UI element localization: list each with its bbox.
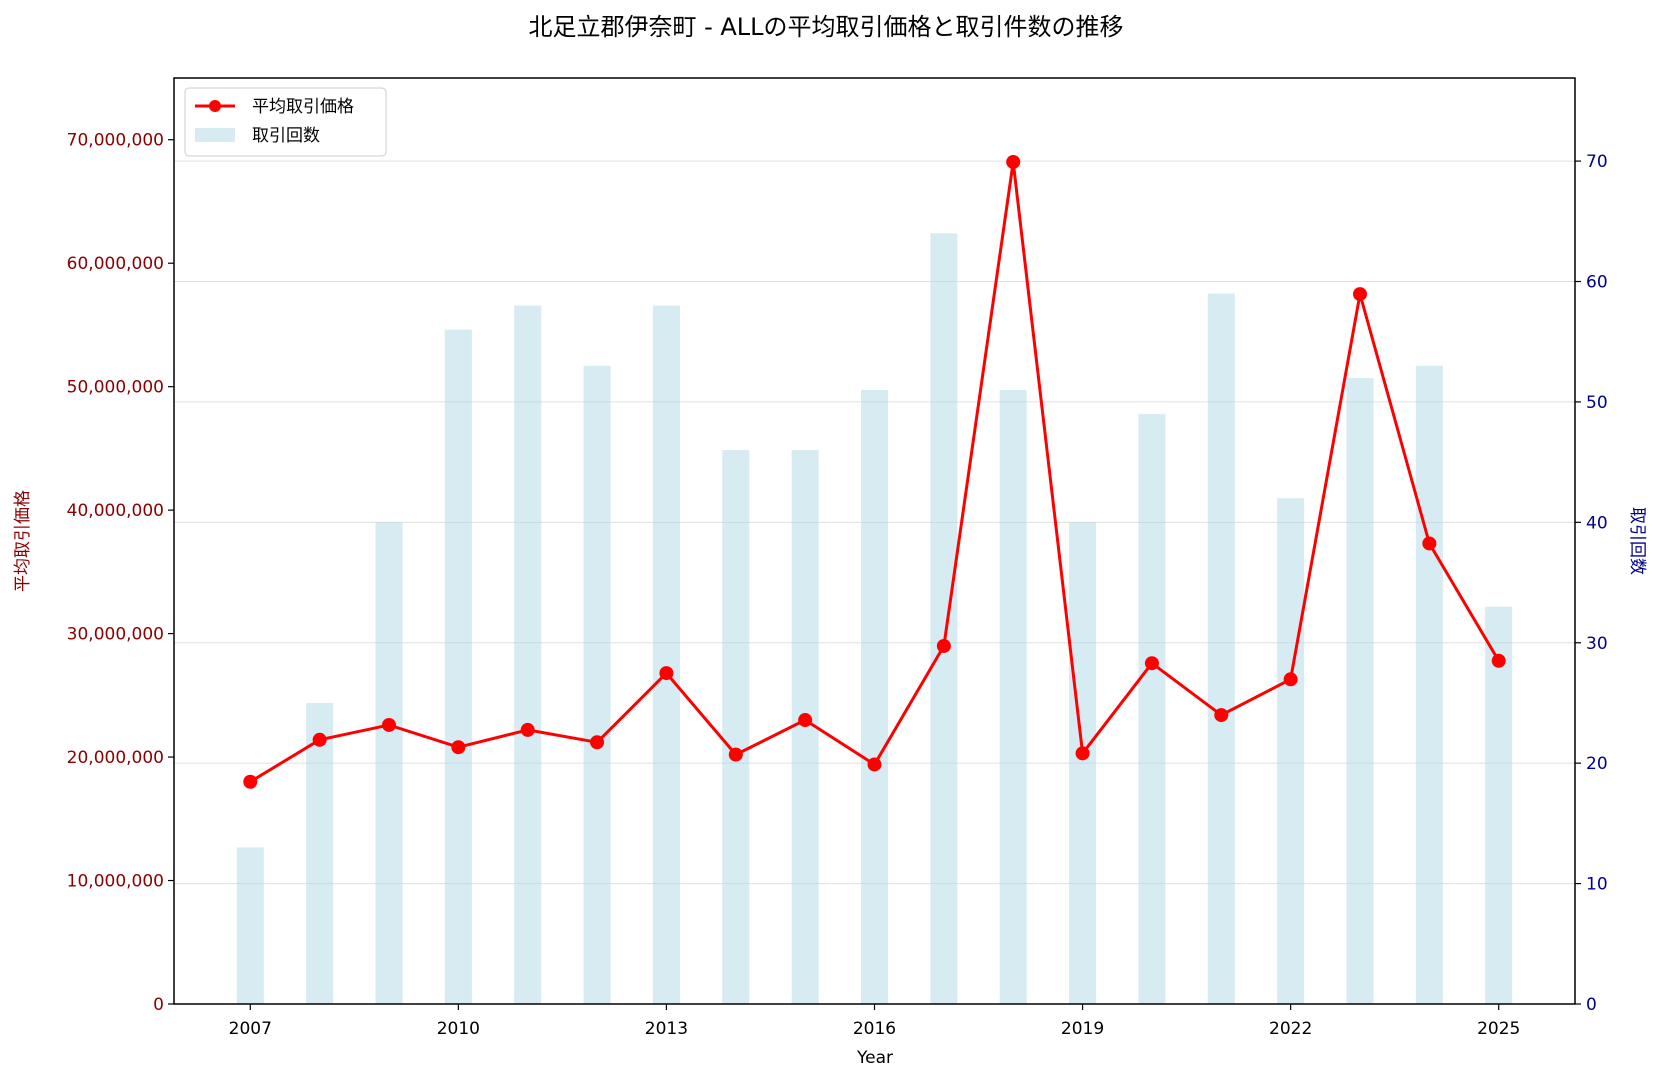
left-tick-label: 0 — [153, 995, 164, 1015]
bar-2017 — [930, 233, 958, 1005]
right-tick-label: 0 — [1586, 995, 1597, 1015]
x-tick-label: 2016 — [853, 1019, 896, 1039]
bar-2023 — [1346, 377, 1374, 1004]
right-tick-label: 20 — [1586, 754, 1608, 774]
bar-2022 — [1277, 498, 1305, 1004]
legend-box — [184, 87, 387, 157]
legend-bar-swatch — [195, 128, 235, 142]
bar-2009 — [375, 522, 403, 1004]
legend-line-marker — [209, 100, 221, 112]
price-point-2020 — [1144, 656, 1159, 671]
bar-series — [236, 233, 1513, 1005]
price-point-2018 — [1006, 154, 1021, 169]
bar-2008 — [306, 702, 334, 1004]
price-point-2010 — [451, 740, 466, 755]
price-point-2007 — [243, 774, 258, 789]
price-point-2023 — [1352, 287, 1367, 302]
x-tick-label: 2025 — [1477, 1019, 1520, 1039]
bar-2024 — [1415, 365, 1443, 1004]
bar-2010 — [444, 329, 472, 1005]
bar-2014 — [722, 450, 750, 1004]
x-tick-label: 2022 — [1269, 1019, 1312, 1039]
x-tick-label: 2010 — [437, 1019, 480, 1039]
right-y-axis: 0 10 20 30 40 50 60 70 — [1575, 152, 1608, 1015]
price-point-2011 — [520, 722, 535, 737]
bar-2018 — [999, 389, 1027, 1004]
price-point-2016 — [867, 757, 882, 772]
x-tick-label: 2019 — [1061, 1019, 1104, 1039]
left-y-axis-label: 平均取引価格 — [13, 490, 33, 592]
price-point-2024 — [1422, 536, 1437, 551]
legend-label-count: 取引回数 — [252, 126, 320, 146]
left-tick-label: 70,000,000 — [67, 131, 164, 151]
price-point-2008 — [312, 732, 327, 747]
right-tick-label: 50 — [1586, 393, 1608, 413]
price-point-2025 — [1491, 653, 1506, 668]
right-tick-label: 70 — [1586, 152, 1608, 172]
bar-2007 — [236, 847, 264, 1004]
bar-2025 — [1485, 606, 1513, 1004]
x-tick-label: 2013 — [645, 1019, 688, 1039]
x-axis: 2007 2010 2013 2016 2019 2022 2025 — [229, 1004, 1520, 1039]
left-tick-label: 60,000,000 — [67, 254, 164, 274]
left-tick-label: 50,000,000 — [67, 378, 164, 398]
right-tick-label: 40 — [1586, 513, 1608, 533]
left-tick-label: 10,000,000 — [67, 872, 164, 892]
price-point-2017 — [936, 638, 951, 653]
bar-2016 — [861, 389, 888, 1004]
legend: 平均取引価格 取引回数 — [184, 87, 387, 157]
x-tick-label: 2007 — [229, 1019, 272, 1039]
price-point-2019 — [1075, 746, 1090, 761]
price-point-2013 — [659, 666, 674, 681]
left-tick-label: 20,000,000 — [67, 748, 164, 768]
left-tick-label: 40,000,000 — [67, 501, 164, 521]
price-point-2022 — [1283, 672, 1298, 687]
bar-2011 — [514, 305, 542, 1004]
chart-title: 北足立郡伊奈町 - ALLの平均取引価格と取引件数の推移 — [528, 13, 1123, 41]
right-tick-label: 60 — [1586, 273, 1608, 293]
bar-2012 — [583, 365, 611, 1004]
right-tick-label: 10 — [1586, 875, 1608, 895]
bar-2013 — [652, 305, 680, 1004]
right-y-axis-label: 取引回数 — [1627, 507, 1647, 575]
right-tick-label: 30 — [1586, 634, 1608, 654]
x-axis-label: Year — [856, 1048, 893, 1068]
price-point-2009 — [382, 717, 397, 732]
price-point-2021 — [1214, 708, 1229, 723]
bar-2021 — [1207, 293, 1235, 1004]
left-y-axis: 0 10,000,000 20,000,000 30,000,000 40,000,00… — [67, 131, 174, 1015]
legend-label-price: 平均取引価格 — [252, 97, 354, 117]
line-series — [243, 154, 1506, 789]
price-point-2015 — [798, 713, 813, 728]
price-point-2012 — [590, 735, 605, 750]
bar-2020 — [1138, 413, 1166, 1004]
price-point-2014 — [728, 747, 743, 762]
left-tick-label: 30,000,000 — [67, 625, 164, 645]
bar-2019 — [1069, 522, 1097, 1004]
